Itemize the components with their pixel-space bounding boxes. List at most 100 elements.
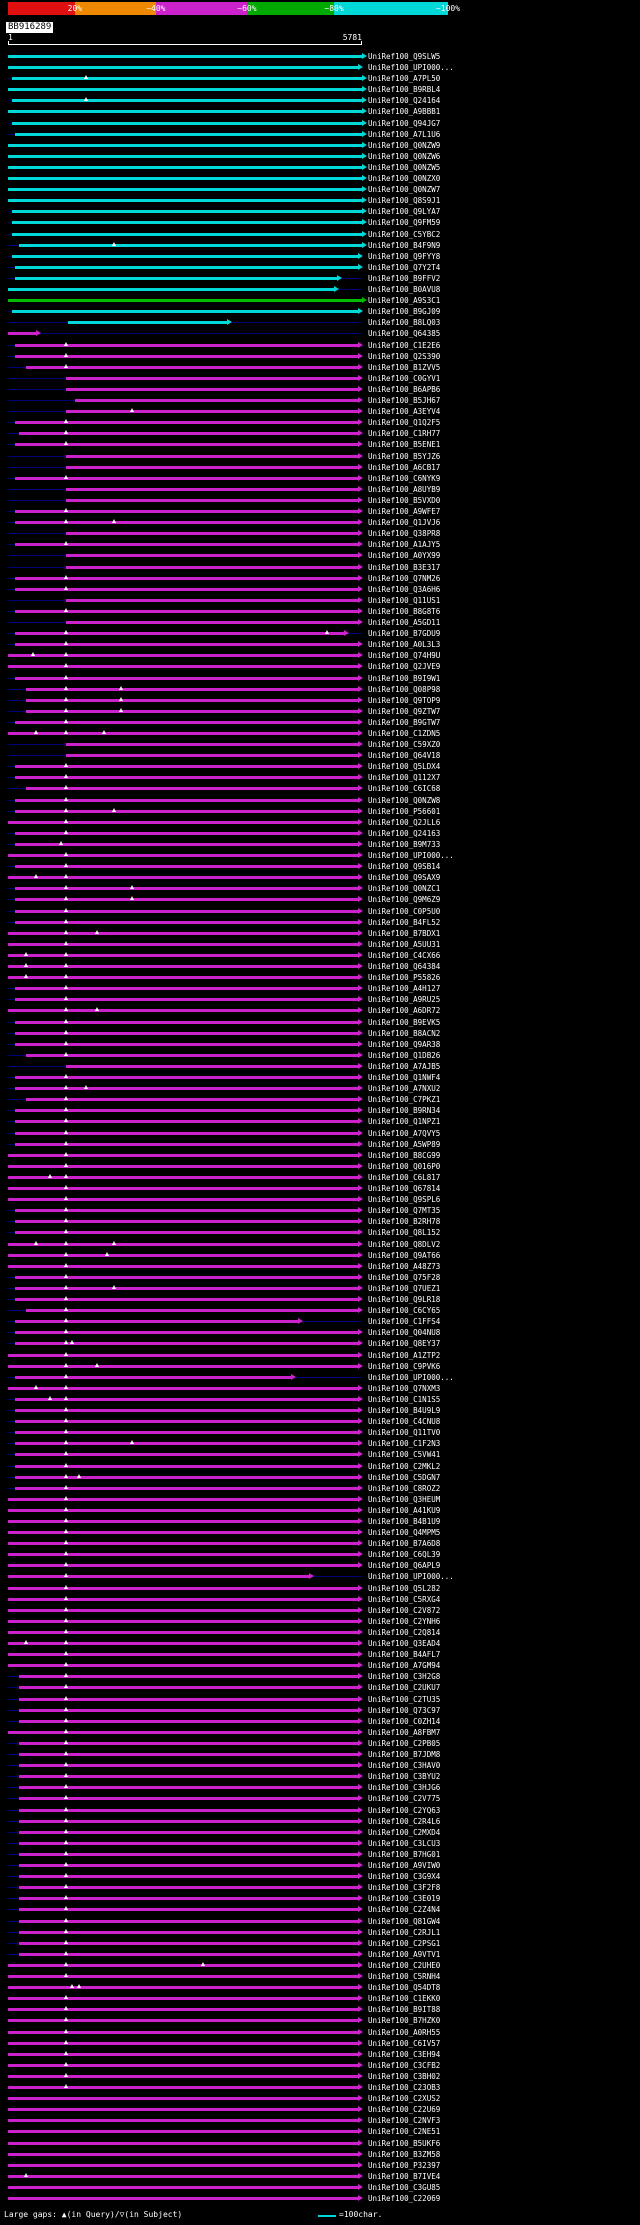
hit-bar[interactable]	[8, 976, 359, 980]
hit-bar[interactable]	[15, 776, 359, 780]
hit-label[interactable]: UniRef100_C23OB3	[368, 2083, 441, 2093]
hit-bar[interactable]	[8, 110, 362, 114]
hit-bar[interactable]	[15, 343, 359, 347]
hit-bar[interactable]	[15, 1031, 359, 1035]
hit-label[interactable]: UniRef100_Q9AR38	[368, 1039, 441, 1049]
hit-bar[interactable]	[15, 998, 359, 1002]
hit-bar[interactable]	[25, 709, 359, 713]
hit-bar[interactable]	[66, 754, 359, 758]
hit-label[interactable]: UniRef100_A5UU31	[368, 939, 441, 949]
hit-label[interactable]: UniRef100_C2RJL1	[368, 1927, 441, 1937]
hit-label[interactable]: UniRef100_C2UHE0	[368, 1960, 441, 1970]
hit-bar[interactable]	[8, 1642, 359, 1646]
hit-bar[interactable]	[8, 1608, 359, 1612]
hit-bar[interactable]	[15, 587, 359, 591]
hit-label[interactable]: UniRef100_C6L817	[368, 1172, 441, 1182]
hit-label[interactable]: UniRef100_C5RXG4	[368, 1594, 441, 1604]
hit-bar[interactable]	[18, 1852, 359, 1856]
hit-bar[interactable]	[18, 1675, 359, 1679]
hit-bar[interactable]	[8, 1542, 359, 1546]
hit-bar[interactable]	[8, 1986, 359, 1990]
hit-bar[interactable]	[15, 1020, 359, 1024]
hit-bar[interactable]	[15, 676, 359, 680]
hit-label[interactable]: UniRef100_C3E019	[368, 1894, 441, 1904]
hit-bar[interactable]	[66, 532, 359, 536]
hit-label[interactable]: UniRef100_Q8EY37	[368, 1339, 441, 1349]
hit-label[interactable]: UniRef100_C6IC68	[368, 784, 441, 794]
hit-bar[interactable]	[8, 1575, 309, 1579]
hit-bar[interactable]	[15, 1286, 359, 1290]
hit-label[interactable]: UniRef100_B4AFL7	[368, 1650, 441, 1660]
hit-label[interactable]: UniRef100_B9RN34	[368, 1106, 441, 1116]
hit-bar[interactable]	[66, 1064, 359, 1068]
hit-label[interactable]: UniRef100_A1ZTP2	[368, 1350, 441, 1360]
hit-bar[interactable]	[66, 498, 359, 502]
hit-label[interactable]: UniRef100_B9IT88	[368, 2005, 441, 2015]
hit-bar[interactable]	[8, 965, 359, 969]
hit-bar[interactable]	[11, 232, 362, 236]
hit-label[interactable]: UniRef100_A8UYB9	[368, 484, 441, 494]
hit-bar[interactable]	[8, 665, 359, 669]
hit-label[interactable]: UniRef100_A41KU9	[368, 1505, 441, 1515]
hit-bar[interactable]	[15, 909, 359, 913]
hit-label[interactable]: UniRef100_C1ZDN5	[368, 729, 441, 738]
hit-label[interactable]: UniRef100_Q8L152	[368, 1228, 441, 1238]
hit-label[interactable]: UniRef100_Q94JG7	[368, 118, 441, 128]
hit-bar[interactable]	[8, 1564, 359, 1568]
hit-bar[interactable]	[8, 1009, 359, 1013]
hit-label[interactable]: UniRef100_A7QVY5	[368, 1128, 441, 1138]
hit-label[interactable]: UniRef100_C0GYV1	[368, 373, 441, 383]
hit-label[interactable]: UniRef100_Q3HEUM	[368, 1494, 441, 1504]
hit-bar[interactable]	[25, 687, 359, 691]
hit-label[interactable]: UniRef100_Q73C97	[368, 1705, 441, 1715]
hit-label[interactable]: UniRef100_Q1NWF4	[368, 1073, 441, 1083]
hit-bar[interactable]	[11, 77, 362, 81]
hit-label[interactable]: UniRef100_B8CG99	[368, 1150, 441, 1160]
hit-label[interactable]: UniRef100_B8ACN2	[368, 1028, 441, 1038]
hit-label[interactable]: UniRef100_C3CFB2	[368, 2060, 441, 2070]
hit-bar[interactable]	[8, 942, 359, 946]
hit-bar[interactable]	[8, 2130, 359, 2134]
hit-bar[interactable]	[11, 99, 362, 103]
hit-bar[interactable]	[15, 609, 359, 613]
hit-label[interactable]: UniRef100_B5JH67	[368, 396, 441, 406]
hit-label[interactable]: UniRef100_C3GU85	[368, 2182, 441, 2192]
hit-label[interactable]: UniRef100_Q9SB14	[368, 862, 441, 872]
hit-bar[interactable]	[15, 576, 359, 580]
hit-bar[interactable]	[8, 1531, 359, 1535]
hit-bar[interactable]	[8, 177, 362, 181]
hit-bar[interactable]	[66, 387, 359, 391]
hit-bar[interactable]	[8, 55, 362, 58]
hit-label[interactable]: UniRef100_A7NXU2	[368, 1084, 441, 1094]
hit-bar[interactable]	[15, 476, 359, 480]
hit-label[interactable]: UniRef100_B2RH78	[368, 1217, 441, 1227]
hit-bar[interactable]	[8, 1586, 359, 1590]
hit-label[interactable]: UniRef100_C22069	[368, 2194, 441, 2203]
hit-bar[interactable]	[18, 243, 362, 247]
hit-label[interactable]: UniRef100_B9EVK5	[368, 1017, 441, 1027]
hit-bar[interactable]	[15, 643, 359, 647]
hit-label[interactable]: UniRef100_A1AJY5	[368, 540, 441, 550]
hit-bar[interactable]	[18, 1941, 359, 1945]
hit-bar[interactable]	[15, 421, 359, 425]
hit-bar[interactable]	[15, 720, 359, 724]
hit-label[interactable]: UniRef100_B4FL52	[368, 917, 441, 927]
hit-bar[interactable]	[8, 1198, 359, 1202]
hit-bar[interactable]	[15, 920, 359, 924]
hit-bar[interactable]	[15, 1231, 359, 1235]
hit-label[interactable]: UniRef100_B5ENE1	[368, 440, 441, 450]
hit-label[interactable]: UniRef100_Q75F28	[368, 1272, 441, 1282]
hit-bar[interactable]	[18, 1886, 359, 1890]
hit-bar[interactable]	[66, 565, 359, 569]
hit-label[interactable]: UniRef100_C2V775	[368, 1794, 441, 1804]
hit-bar[interactable]	[15, 1420, 359, 1424]
hit-bar[interactable]	[18, 1830, 359, 1834]
hit-label[interactable]: UniRef100_Q0NZW5	[368, 162, 441, 172]
hit-label[interactable]: UniRef100_C3BYU2	[368, 1772, 441, 1782]
hit-bar[interactable]	[18, 1753, 359, 1757]
hit-label[interactable]: UniRef100_Q9ZTW7	[368, 706, 441, 716]
hit-bar[interactable]	[8, 188, 362, 192]
hit-bar[interactable]	[8, 2041, 359, 2045]
hit-label[interactable]: UniRef100_Q112X7	[368, 773, 441, 783]
hit-bar[interactable]	[15, 898, 359, 902]
